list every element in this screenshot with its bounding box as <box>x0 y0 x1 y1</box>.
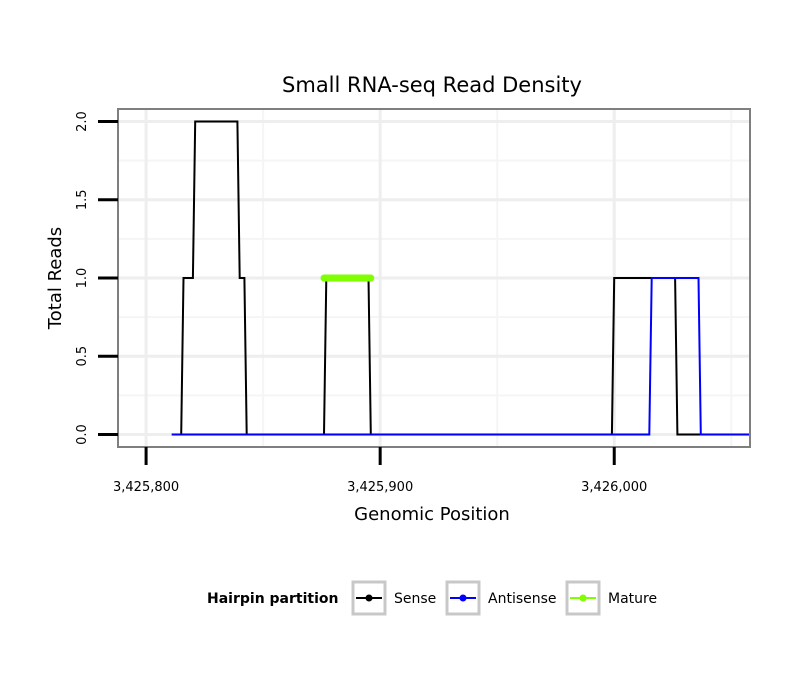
y-tick-label: 0.0 <box>75 424 90 445</box>
legend-title: Hairpin partition <box>207 591 338 607</box>
x-tick-label: 3,425,900 <box>347 480 413 495</box>
x-axis: 3,425,800 3,425,900 3,426,000 <box>113 447 647 495</box>
x-tick-label: 3,426,000 <box>581 480 647 495</box>
series-line-antisense <box>171 277 750 436</box>
legend-label-sense: Sense <box>394 591 436 607</box>
series-layer <box>171 120 750 436</box>
y-tick-label: 2.0 <box>75 111 90 132</box>
y-axis-title: Total Reads <box>45 227 66 330</box>
legend-label-antisense: Antisense <box>488 591 557 607</box>
legend-key-dot-sense <box>365 594 373 602</box>
legend-key-dot-mature <box>579 594 587 602</box>
y-tick-label: 1.5 <box>75 189 90 210</box>
legend-label-mature: Mature <box>608 591 657 607</box>
y-axis: 0.0 0.5 1.0 1.5 2.0 <box>75 111 118 445</box>
legend: Hairpin partition Sense Antisense Mature <box>207 580 657 616</box>
x-tick-label: 3,425,800 <box>113 480 179 495</box>
chart-title: Small RNA-seq Read Density <box>282 73 582 97</box>
legend-key-dot-antisense <box>459 594 467 602</box>
y-tick-label: 0.5 <box>75 346 90 367</box>
x-axis-title: Genomic Position <box>354 504 510 525</box>
y-tick-label: 1.0 <box>75 268 90 289</box>
